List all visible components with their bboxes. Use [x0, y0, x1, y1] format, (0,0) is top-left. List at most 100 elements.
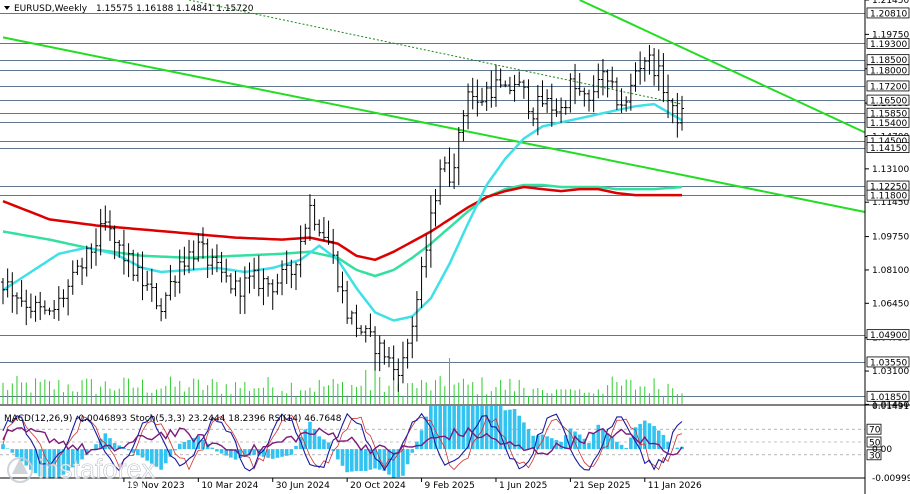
chart-header: EURUSD,Weekly 1.15575 1.16188 1.14841 1.…	[4, 4, 254, 14]
price-bar	[326, 220, 331, 245]
price-bar	[628, 73, 633, 111]
price-level-label: 1.15850	[870, 110, 907, 120]
channel-lower-line	[2, 36, 866, 213]
price-bar	[219, 251, 224, 283]
price-bar	[624, 96, 629, 112]
price-level-label: 1.17200	[870, 82, 907, 92]
macd-histogram-bar	[512, 409, 517, 450]
macd-histogram-bar	[647, 423, 652, 450]
macd-histogram-bar	[638, 423, 642, 450]
macd-histogram-bar	[229, 449, 233, 458]
macd-histogram-bar	[489, 406, 494, 450]
macd-histogram-bar	[587, 443, 591, 450]
macd-histogram-bar	[154, 449, 159, 467]
macd-histogram-bar	[177, 443, 182, 450]
macd-histogram-bar	[275, 449, 280, 458]
macd-histogram-bar	[10, 449, 15, 453]
price-bar	[196, 233, 201, 262]
macd-histogram-bar	[122, 447, 126, 450]
macd-tick-label: 0.0149105	[872, 402, 910, 412]
price-bar	[131, 249, 136, 281]
price-bar	[610, 66, 615, 89]
price-bar	[293, 262, 298, 291]
ema50-line	[2, 102, 683, 322]
macd-histogram-bar	[531, 435, 535, 450]
price-bar	[377, 335, 382, 372]
price-bar	[600, 58, 605, 96]
price-bar	[28, 293, 33, 319]
macd-histogram-bar	[559, 441, 563, 450]
y-tick-label: 1.09750	[872, 233, 909, 243]
price-bar	[535, 85, 540, 136]
price-bar	[335, 250, 340, 293]
macd-histogram-bar	[629, 437, 633, 450]
macd-histogram-bar	[563, 435, 568, 450]
price-level-box	[866, 356, 910, 368]
price-bar	[359, 325, 364, 335]
price-bar	[652, 48, 657, 86]
price-level-box	[866, 390, 910, 402]
price-bar	[10, 272, 15, 313]
rsi-line	[2, 426, 683, 458]
macd-histogram-bar	[345, 449, 349, 473]
macd-histogram-bar	[405, 449, 410, 465]
price-bar	[238, 277, 243, 315]
macd-histogram-bar	[308, 421, 312, 450]
price-bar	[177, 249, 182, 294]
macd-histogram-bar	[187, 439, 191, 450]
price-bar	[475, 79, 480, 117]
macd-histogram-bar	[456, 406, 461, 450]
price-bar	[419, 256, 424, 308]
macd-histogram-bar	[159, 449, 163, 470]
macd-histogram-bar	[336, 449, 340, 460]
price-bar	[573, 63, 578, 105]
price-bar	[233, 270, 238, 297]
macd-histogram-bar	[656, 430, 661, 450]
macd-histogram-bar	[5, 448, 10, 450]
main-pane[interactable]	[0, 0, 866, 404]
price-bar	[261, 268, 266, 306]
price-bar	[149, 268, 154, 302]
price-bar	[163, 292, 168, 319]
price-bar	[5, 268, 10, 298]
macd-histogram-bar	[201, 439, 205, 450]
price-bar	[103, 205, 108, 231]
price-bar	[461, 110, 466, 142]
price-level-box	[866, 189, 910, 201]
macd-histogram-bar	[284, 449, 289, 456]
price-bar	[521, 79, 526, 99]
macd-histogram-bar	[354, 449, 359, 471]
price-bar	[210, 248, 215, 275]
macd-histogram-bar	[94, 444, 98, 450]
price-level-box	[866, 94, 910, 106]
dropdown-arrow-icon[interactable]	[4, 6, 10, 10]
price-bar	[321, 217, 326, 242]
price-level-label: 1.20810	[870, 9, 907, 19]
price-bar	[56, 286, 61, 321]
macd-histogram-bar	[517, 415, 522, 450]
price-bar	[280, 260, 285, 296]
macd-histogram-bar	[1, 444, 5, 450]
price-bar	[638, 51, 643, 85]
price-bar	[270, 279, 275, 310]
price-bar	[256, 255, 261, 297]
price-bar	[400, 341, 405, 384]
y-tick-label: 1.01450	[872, 400, 909, 410]
macd-histogram-bar	[191, 438, 196, 450]
price-bar	[452, 153, 457, 189]
price-level-label: 1.03550	[870, 358, 907, 368]
x-tick-label: 20 Oct 2024	[350, 481, 406, 491]
price-bar	[442, 156, 447, 173]
price-bar	[354, 304, 359, 338]
macd-histogram-bar	[61, 449, 66, 475]
macd-histogram-bar	[266, 449, 270, 458]
macd-histogram-bar	[252, 449, 256, 455]
x-tick-label: 9 Feb 2025	[425, 481, 475, 491]
macd-histogram-bar	[243, 449, 247, 457]
price-level-box	[866, 329, 910, 341]
macd-histogram-bar	[568, 428, 573, 450]
macd-histogram-bar	[596, 424, 601, 450]
indicator-pane[interactable]	[0, 406, 865, 478]
price-level-label: 1.14150	[870, 144, 907, 154]
